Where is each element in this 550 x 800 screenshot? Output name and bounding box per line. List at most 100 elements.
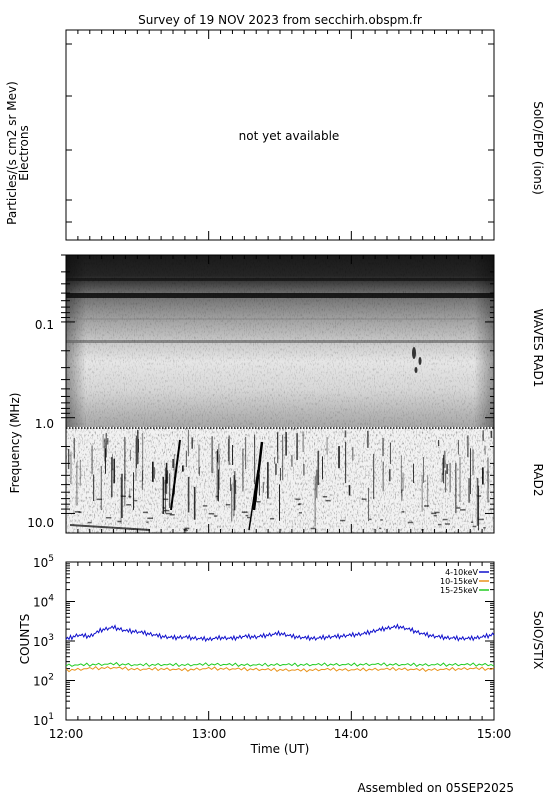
waves-ytick-0.1: 0.1 <box>35 318 54 332</box>
rad2-speck <box>163 509 170 512</box>
rad2-speck <box>256 501 261 503</box>
stix-series-line-0 <box>65 623 495 643</box>
waves-ticks <box>61 254 495 533</box>
rad2-speck <box>142 511 148 514</box>
rad2-speck <box>166 512 172 515</box>
rad2-speck <box>407 521 414 524</box>
rad2-speck <box>456 507 461 509</box>
rad2-speck <box>105 516 112 519</box>
rad2-speck <box>241 511 248 513</box>
rad2-speck <box>215 495 219 498</box>
rad2-speck <box>117 520 122 523</box>
rad2-speck <box>87 521 92 524</box>
rad2-speck <box>134 499 138 502</box>
stix-ytick-label: 104 <box>33 594 54 610</box>
rad2-speck <box>246 516 251 519</box>
rad2-speck <box>380 519 383 521</box>
stix-yticklabels: 101 102 103 104 105 <box>33 554 54 728</box>
stix-ylabel: COUNTS <box>18 614 32 665</box>
rad2-speck <box>74 511 81 513</box>
figure-title: Survey of 19 NOV 2023 from secchirh.obsp… <box>138 13 422 27</box>
rad2-drift-bursts <box>69 439 264 531</box>
rad2-speck <box>379 527 382 530</box>
rad2-speck <box>460 509 466 511</box>
stix-ticks <box>65 562 495 721</box>
rad2-speck <box>213 515 218 517</box>
rad2-speck <box>120 495 126 498</box>
rad2-speck <box>170 514 175 516</box>
xtick-14-00: 14:00 <box>334 727 369 741</box>
rad2-speck <box>96 498 103 501</box>
rad2-speck <box>295 498 301 500</box>
rad2-speck <box>442 518 448 521</box>
rad2-speck <box>340 519 346 522</box>
xtick-12-00: 12:00 <box>49 727 84 741</box>
stix-series-line-1 <box>65 666 495 673</box>
footer-assembled: Assembled on 05SEP2025 <box>357 781 514 795</box>
rad2-speck <box>478 518 484 521</box>
rad2-speck <box>434 511 440 514</box>
xtick-13-00: 13:00 <box>192 727 227 741</box>
rad2-speck <box>477 495 482 497</box>
legend-label-1: 10-15keV <box>440 577 479 586</box>
rad2-speck <box>126 504 132 506</box>
epd-message: not yet available <box>239 129 340 143</box>
rad2-speck <box>298 512 302 514</box>
rad2-speck <box>431 512 437 515</box>
stix-right-label: SolO/STIX <box>531 611 545 670</box>
rad2-speck <box>424 505 429 507</box>
rad2-speck <box>162 498 169 501</box>
waves-ylabel: Frequency (MHz) <box>8 393 22 494</box>
epd-right-label: SolO/EPD (ions) <box>531 101 545 195</box>
rad2-speck <box>470 521 474 523</box>
rad2-speck <box>162 507 166 509</box>
stix-ytick-label: 105 <box>33 554 54 570</box>
waves-panel: 0.1 1.0 10.0 Frequency (MHz) WAVES RAD1 … <box>8 254 545 534</box>
xtick-15-00: 15:00 <box>477 727 512 741</box>
waves-ytick-1.0: 1.0 <box>35 417 54 431</box>
rad2-speck <box>437 523 442 526</box>
epd-panel: not yet available Particles/(s cm2 sr Me… <box>5 29 545 241</box>
rad2-speck <box>128 495 132 498</box>
stix-ytick-label: 101 <box>33 712 54 728</box>
stix-ytick-label: 102 <box>33 673 54 689</box>
epd-ylabel-line1: Particles/(s cm2 sr Mev) <box>5 81 19 225</box>
rad2-speck <box>270 517 275 520</box>
stix-series <box>65 623 495 673</box>
rad2-grain <box>66 428 494 533</box>
rad2-speck <box>208 512 215 515</box>
rad2-speck <box>369 518 372 521</box>
rad2-streaks <box>68 430 493 532</box>
rad1-grain <box>66 255 494 427</box>
rad2-speck <box>361 498 367 500</box>
rad2-speck <box>184 527 190 530</box>
rad2-speck <box>297 503 301 506</box>
rad2-speck <box>147 517 154 520</box>
xaxis-label: Time (UT) <box>250 742 310 756</box>
rad2-speck <box>444 523 450 525</box>
stix-series-line-2 <box>65 661 495 668</box>
stix-ytick-label: 103 <box>33 633 54 649</box>
waves-right-label-rad1: WAVES RAD1 <box>531 309 545 388</box>
waves-right-label-rad2: RAD2 <box>531 464 545 497</box>
legend-label-2: 15-25keV <box>440 586 479 595</box>
rad2-speck <box>322 495 328 498</box>
rad1-burst-feature <box>412 347 422 373</box>
legend-label-0: 4-10keV <box>445 568 478 577</box>
rad2-speck <box>245 514 249 517</box>
rad2-speck <box>146 521 149 523</box>
epd-ticks <box>65 30 495 240</box>
rad2-speck <box>202 505 208 507</box>
rad2-speck <box>472 525 477 528</box>
waves-ytick-10.0: 10.0 <box>27 516 54 530</box>
rad2-speck <box>225 503 231 506</box>
rad2-speck <box>325 499 331 502</box>
rad2-speck <box>310 527 316 530</box>
rad2-speck <box>401 511 405 513</box>
rad2-speck <box>433 514 437 517</box>
epd-frame <box>65 29 495 241</box>
stix-frame <box>65 561 495 721</box>
epd-ylabel-line2: Electrons <box>17 125 31 180</box>
